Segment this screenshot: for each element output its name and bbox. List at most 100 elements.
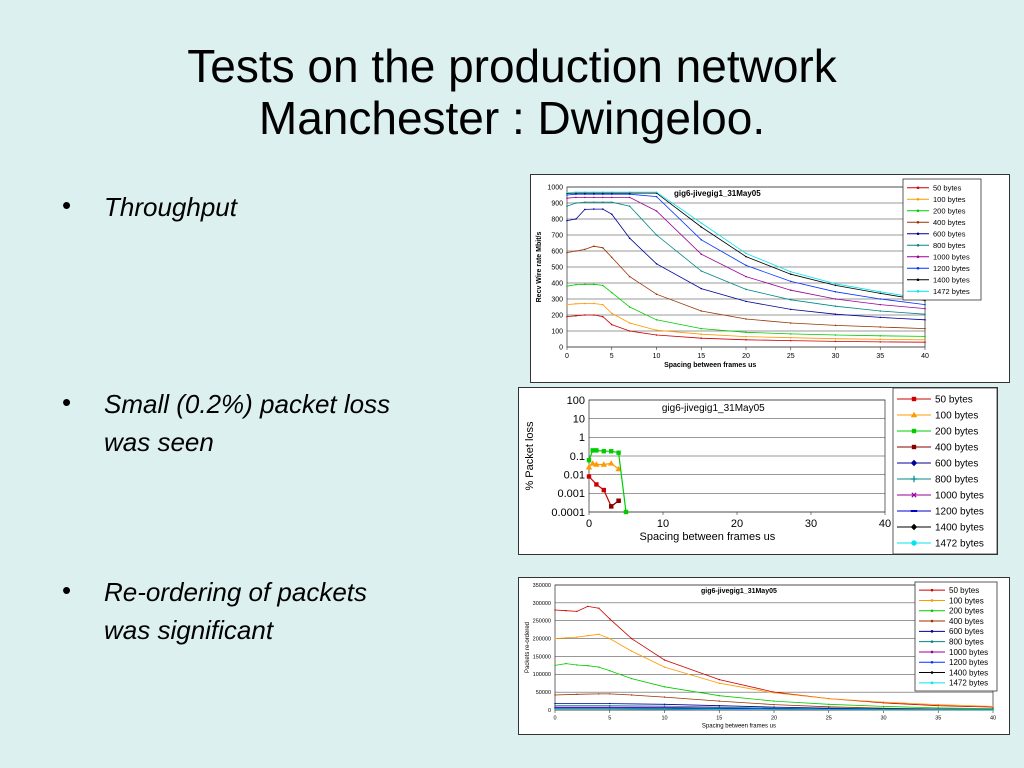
series-100-bytes <box>554 633 994 708</box>
x-tick-label: 15 <box>697 353 705 360</box>
data-point <box>575 202 577 204</box>
data-point <box>602 193 604 195</box>
series-100-bytes <box>585 460 622 472</box>
data-point <box>924 313 926 315</box>
chart-title: gig6-jivegig1_31May05 <box>662 403 765 414</box>
data-point <box>610 312 613 315</box>
bullet-text-line-2: was seen <box>104 427 214 457</box>
data-point <box>655 191 658 193</box>
x-axis-label: Spacing between frames us <box>640 531 776 543</box>
series-line <box>566 245 926 329</box>
legend-marker <box>911 396 917 402</box>
data-point <box>789 339 792 342</box>
series-line <box>566 303 926 341</box>
data-point <box>663 696 666 698</box>
data-point <box>610 196 613 199</box>
data-point <box>576 636 578 638</box>
legend-label: 800 bytes <box>933 241 966 250</box>
data-point <box>586 474 592 479</box>
data-point <box>600 461 607 467</box>
y-tick-label: 200 <box>551 312 563 319</box>
data-point <box>789 333 792 335</box>
data-point <box>879 310 882 312</box>
title-line-1: Tests on the production network <box>187 40 837 92</box>
data-point <box>593 302 595 305</box>
data-point <box>584 283 586 286</box>
data-point <box>879 316 882 319</box>
data-point <box>655 319 658 321</box>
data-point <box>608 460 615 466</box>
data-point <box>789 280 792 283</box>
legend-marker <box>910 459 918 467</box>
data-point <box>575 250 577 252</box>
bullet-text-line-2: was significant <box>104 615 274 645</box>
legend-marker <box>916 232 920 236</box>
data-point <box>700 222 703 224</box>
data-point <box>879 292 882 295</box>
data-point <box>718 708 720 711</box>
y-tick-label: 200000 <box>533 636 551 642</box>
data-point <box>834 324 837 327</box>
data-point <box>700 327 703 330</box>
legend-label: 400 bytes <box>933 218 966 227</box>
legend-marker <box>916 197 920 201</box>
legend-label: 100 bytes <box>933 195 966 204</box>
x-tick-label: 25 <box>826 716 832 722</box>
data-point <box>566 197 568 199</box>
bullet-text-line-1: Small (0.2%) packet loss <box>104 389 391 419</box>
x-tick-label: 40 <box>990 716 996 722</box>
data-point <box>628 306 631 308</box>
data-point <box>700 239 703 241</box>
data-point <box>609 449 614 454</box>
legend-marker <box>916 186 920 190</box>
series-line <box>554 693 994 710</box>
data-point <box>745 331 747 334</box>
data-point <box>609 618 611 620</box>
data-point <box>602 284 604 287</box>
data-point <box>587 605 589 608</box>
legend-marker <box>916 266 920 270</box>
legend-marker <box>930 681 934 685</box>
data-point <box>593 201 595 203</box>
data-point <box>576 693 578 696</box>
data-point <box>663 686 666 688</box>
bullet-text: Throughput <box>104 192 237 222</box>
y-tick-label: 0.0001 <box>551 507 585 519</box>
bullet-dot: • <box>62 190 72 220</box>
legend-marker <box>930 619 934 623</box>
data-point <box>587 634 589 637</box>
data-point <box>834 298 837 300</box>
y-tick-label: 50000 <box>536 690 551 696</box>
series-50-bytes <box>566 314 926 343</box>
x-axis-label: Spacing between frames us <box>664 362 756 369</box>
legend-label: 600 bytes <box>935 459 978 470</box>
data-point <box>924 341 926 343</box>
data-point <box>584 208 586 211</box>
data-point <box>630 694 633 696</box>
data-point <box>554 664 556 667</box>
legend-marker <box>916 289 920 293</box>
data-point <box>602 196 604 199</box>
series-line <box>566 201 926 315</box>
data-point <box>745 288 747 291</box>
x-tick-label: 10 <box>653 353 661 360</box>
data-point <box>745 255 747 258</box>
data-point <box>628 196 631 199</box>
data-point <box>882 709 885 711</box>
data-point <box>992 709 994 711</box>
data-point <box>745 252 747 255</box>
legend-marker <box>916 255 920 259</box>
data-point <box>630 650 633 652</box>
legend-label: 50 bytes <box>935 395 973 406</box>
data-point <box>655 195 658 198</box>
data-point <box>609 702 611 705</box>
series-50-bytes <box>554 605 994 708</box>
y-tick-label: 800 <box>551 216 563 223</box>
data-point <box>593 283 595 286</box>
data-point <box>575 283 577 286</box>
data-point <box>745 318 747 320</box>
data-point <box>700 226 703 228</box>
data-point <box>834 283 837 285</box>
